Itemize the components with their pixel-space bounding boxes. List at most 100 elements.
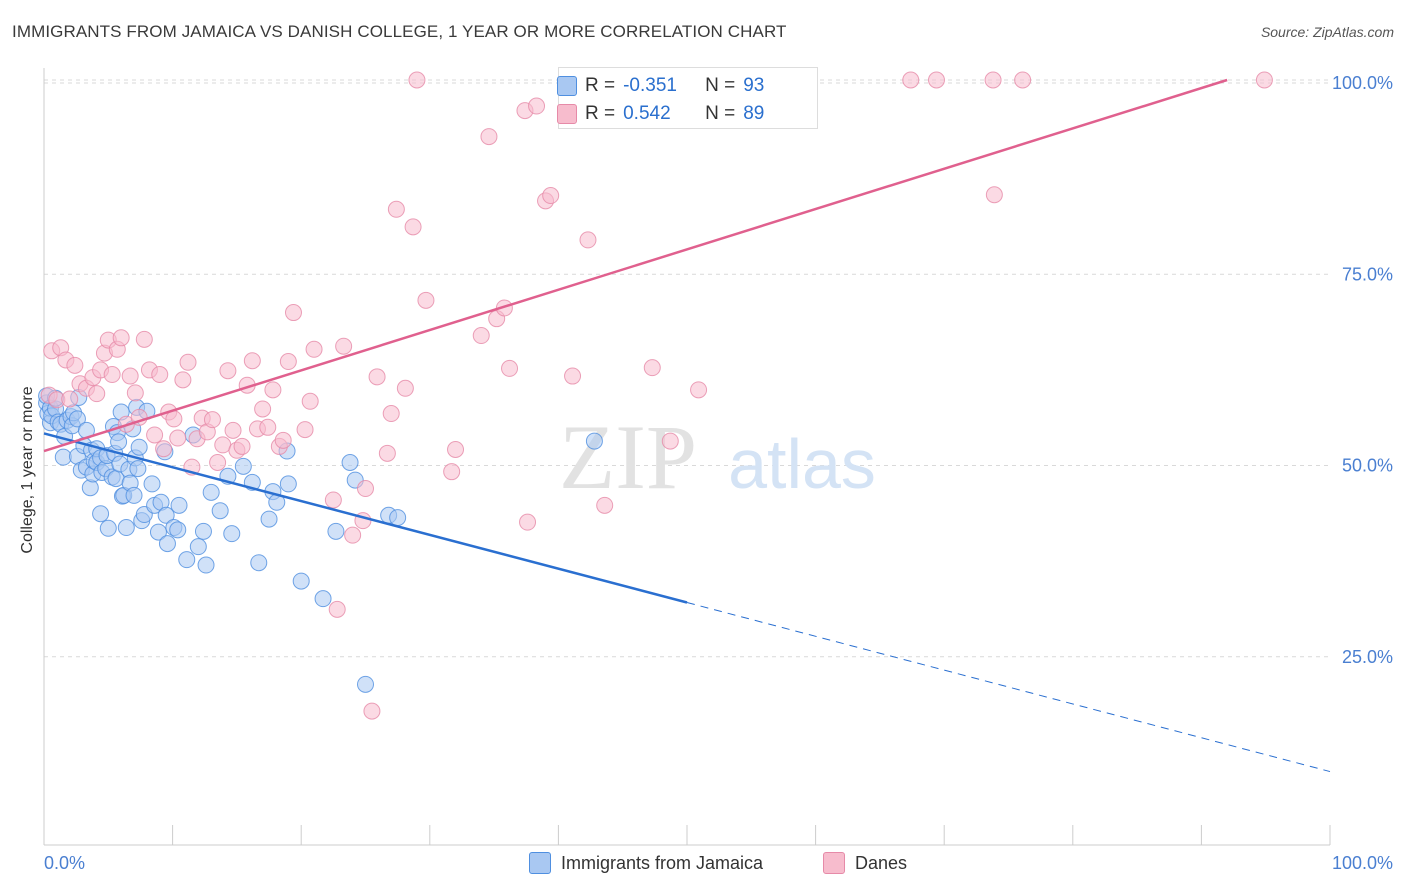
legend-swatch-jamaica bbox=[529, 852, 551, 874]
point-jamaica bbox=[211, 502, 229, 520]
point-jamaica bbox=[68, 410, 86, 428]
point-danes bbox=[112, 329, 130, 347]
point-danes bbox=[214, 436, 232, 454]
point-danes bbox=[501, 359, 519, 377]
gridlines bbox=[44, 79, 1330, 658]
stats-n-label: N = bbox=[705, 103, 736, 124]
point-danes bbox=[417, 291, 435, 309]
stats-box: R = -0.351 N = 93 R = 0.542 N = 89 bbox=[557, 67, 818, 129]
point-danes bbox=[301, 392, 319, 410]
point-jamaica bbox=[149, 523, 167, 541]
point-danes bbox=[480, 128, 498, 146]
point-jamaica bbox=[158, 535, 176, 553]
point-danes bbox=[368, 368, 386, 386]
stats-n-value-jamaica: 93 bbox=[743, 75, 765, 96]
point-jamaica bbox=[189, 538, 207, 556]
point-jamaica bbox=[117, 519, 135, 537]
point-jamaica bbox=[129, 460, 147, 478]
point-danes bbox=[528, 97, 546, 115]
point-danes bbox=[66, 356, 84, 374]
point-danes bbox=[387, 200, 405, 218]
point-danes bbox=[344, 526, 362, 544]
point-danes bbox=[927, 71, 945, 89]
point-danes bbox=[1014, 71, 1032, 89]
point-danes bbox=[382, 405, 400, 423]
point-jamaica bbox=[54, 448, 72, 466]
stats-n-value-danes: 89 bbox=[743, 103, 765, 124]
point-jamaica bbox=[327, 522, 345, 540]
point-jamaica bbox=[234, 457, 252, 475]
point-jamaica bbox=[223, 525, 241, 543]
legend-label-danes: Danes bbox=[855, 852, 908, 873]
legend-item-danes[interactable]: Danes bbox=[823, 852, 907, 874]
y-tick-label: 25.0% bbox=[1342, 647, 1393, 667]
point-danes bbox=[661, 432, 679, 450]
point-danes bbox=[259, 418, 277, 436]
point-danes bbox=[146, 426, 164, 444]
point-danes bbox=[274, 431, 292, 449]
point-jamaica bbox=[178, 551, 196, 569]
point-danes bbox=[179, 353, 197, 371]
x-tick-label-min: 0.0% bbox=[44, 853, 85, 873]
point-jamaica bbox=[314, 590, 332, 608]
stats-n-label: N = bbox=[705, 75, 736, 96]
point-danes bbox=[378, 444, 396, 462]
point-jamaica bbox=[292, 572, 310, 590]
point-danes bbox=[219, 362, 237, 380]
point-jamaica bbox=[125, 486, 143, 504]
point-danes bbox=[103, 366, 121, 384]
y-tick-label: 75.0% bbox=[1342, 264, 1393, 284]
watermark-zip: ZIP bbox=[559, 406, 697, 508]
point-danes bbox=[443, 463, 461, 481]
point-danes bbox=[690, 381, 708, 399]
point-danes bbox=[324, 491, 342, 509]
tick-labels: 25.0% 50.0% 75.0% 100.0% 0.0% 100.0% bbox=[44, 73, 1393, 873]
point-danes bbox=[447, 440, 465, 458]
point-danes bbox=[408, 71, 426, 89]
point-danes bbox=[174, 371, 192, 389]
point-jamaica bbox=[110, 433, 128, 451]
legend-swatch-danes bbox=[823, 852, 845, 874]
point-danes bbox=[209, 454, 227, 471]
legend-item-jamaica[interactable]: Immigrants from Jamaica bbox=[529, 852, 763, 874]
point-danes bbox=[284, 304, 302, 322]
point-jamaica bbox=[585, 432, 603, 450]
y-tick-label: 100.0% bbox=[1332, 73, 1393, 93]
point-danes bbox=[357, 480, 374, 498]
point-jamaica bbox=[92, 505, 110, 523]
point-danes bbox=[396, 379, 414, 397]
stats-r-label: R = bbox=[585, 103, 616, 124]
point-jamaica bbox=[157, 506, 175, 524]
trend-line-jamaica bbox=[43, 432, 688, 604]
chart-title: IMMIGRANTS FROM JAMAICA VS DANISH COLLEG… bbox=[12, 22, 787, 41]
point-danes bbox=[169, 429, 187, 447]
point-danes bbox=[984, 71, 1002, 89]
point-danes bbox=[151, 366, 169, 384]
point-danes bbox=[596, 496, 614, 514]
point-danes bbox=[233, 437, 251, 455]
watermark-atlas: atlas bbox=[728, 425, 876, 503]
point-jamaica bbox=[357, 675, 374, 693]
point-danes bbox=[121, 367, 139, 385]
point-danes bbox=[305, 340, 323, 358]
point-jamaica bbox=[130, 438, 148, 456]
point-danes bbox=[264, 381, 282, 399]
x-tick-label-max: 100.0% bbox=[1332, 853, 1393, 873]
stats-r-value-danes: 0.542 bbox=[623, 103, 671, 124]
y-tick-label: 50.0% bbox=[1342, 456, 1393, 476]
trend-lines bbox=[43, 78, 1331, 773]
point-jamaica bbox=[202, 483, 220, 501]
point-danes bbox=[126, 384, 144, 402]
point-danes bbox=[254, 400, 272, 418]
legend-label-jamaica: Immigrants from Jamaica bbox=[561, 852, 764, 873]
point-jamaica bbox=[250, 554, 268, 572]
stats-row-jamaica: R = -0.351 N = 93 bbox=[557, 72, 765, 100]
point-jamaica bbox=[279, 475, 297, 493]
point-danes bbox=[985, 186, 1003, 204]
point-jamaica bbox=[260, 510, 278, 528]
point-danes bbox=[564, 367, 582, 385]
stats-r-value-jamaica: -0.351 bbox=[623, 75, 677, 96]
point-jamaica bbox=[170, 496, 188, 514]
point-danes bbox=[542, 187, 560, 205]
